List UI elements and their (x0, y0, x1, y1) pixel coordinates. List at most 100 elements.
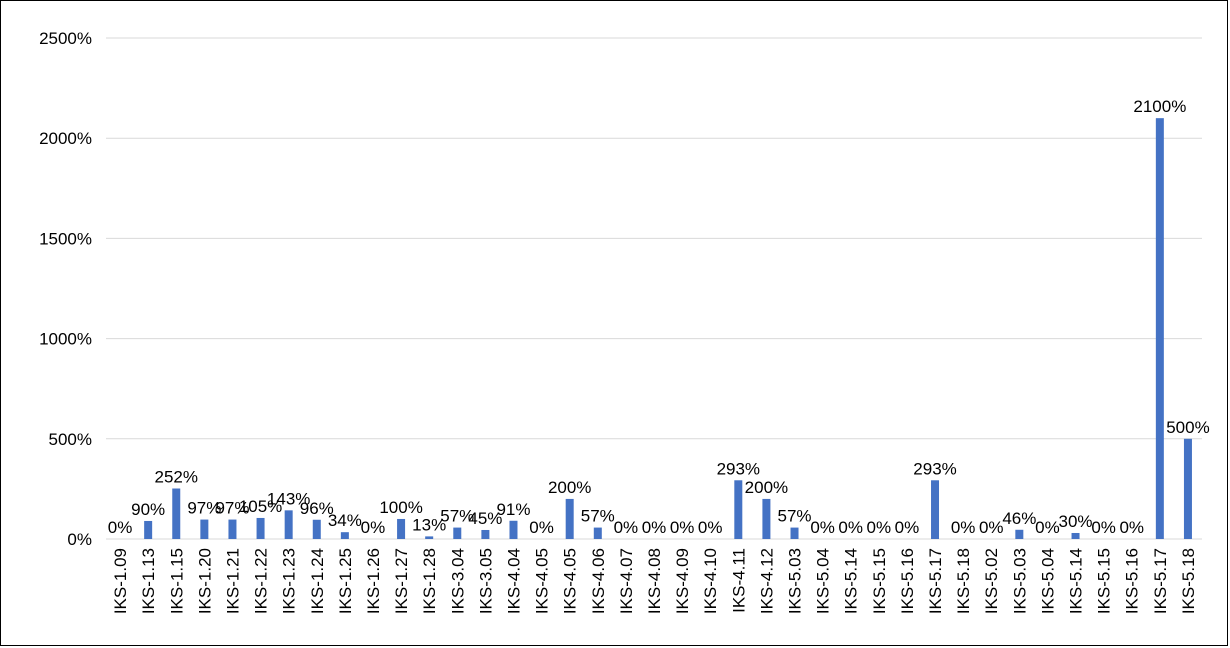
bar (200, 519, 209, 539)
data-label: 0% (529, 518, 554, 537)
data-label: 0% (979, 518, 1004, 537)
category-label: IKS-4.12 (757, 548, 776, 614)
bar (340, 532, 349, 539)
data-label: 0% (698, 518, 723, 537)
data-label: 30% (1059, 512, 1093, 531)
data-label: 97% (187, 499, 221, 518)
category-label: IKS-5.04 (1038, 548, 1057, 614)
category-label: IKS-4.10 (701, 548, 720, 614)
category-label: IKS-5.15 (870, 548, 889, 614)
category-label: IKS-5.16 (1123, 548, 1142, 614)
data-label: 293% (913, 459, 956, 478)
category-label: IKS-5.16 (898, 548, 917, 614)
bar (734, 480, 743, 539)
bar (397, 518, 406, 539)
category-label: IKS-5.02 (982, 548, 1001, 614)
category-label: IKS-1.26 (364, 548, 383, 614)
data-label: 143% (267, 489, 310, 508)
data-label: 13% (412, 515, 446, 534)
bar (1155, 118, 1164, 539)
bar (509, 520, 518, 539)
category-label: IKS-5.15 (1095, 548, 1114, 614)
category-label: IKS-4.05 (561, 548, 580, 614)
category-label: IKS-1.25 (336, 548, 355, 614)
data-label: 0% (895, 518, 920, 537)
data-label: 0% (361, 518, 386, 537)
bar (931, 480, 940, 539)
data-label: 200% (548, 478, 591, 497)
data-label: 2100% (1133, 97, 1186, 116)
y-tick-label: 1000% (39, 330, 92, 349)
data-label: 90% (131, 500, 165, 519)
bar (790, 527, 799, 539)
bar (1071, 532, 1080, 539)
category-label: IKS-4.04 (504, 548, 523, 614)
category-label: IKS-3.05 (476, 548, 495, 614)
category-label: IKS-1.21 (223, 548, 242, 614)
data-label: 57% (440, 507, 474, 526)
data-label: 34% (328, 511, 362, 530)
data-label: 200% (745, 478, 788, 497)
category-label: IKS-5.17 (1151, 548, 1170, 614)
bar (565, 498, 574, 539)
data-label: 96% (300, 499, 334, 518)
data-label: 100% (379, 498, 422, 517)
bar (256, 517, 265, 539)
data-label: 57% (777, 507, 811, 526)
category-label: IKS-5.17 (926, 548, 945, 614)
category-label: IKS-5.14 (1067, 548, 1086, 614)
bar (228, 519, 237, 539)
data-label: 0% (1035, 518, 1060, 537)
data-label: 293% (717, 459, 760, 478)
category-label: IKS-4.09 (673, 548, 692, 614)
data-label: 45% (468, 509, 502, 528)
category-label: IKS-1.09 (111, 548, 130, 614)
data-label: 0% (614, 518, 639, 537)
category-label: IKS-5.18 (1179, 548, 1198, 614)
data-label: 0% (867, 518, 892, 537)
category-label: IKS-1.27 (392, 548, 411, 614)
category-label: IKS-5.03 (1010, 548, 1029, 614)
data-label: 0% (838, 518, 863, 537)
bar (425, 536, 434, 539)
category-label: IKS-1.24 (308, 548, 327, 614)
data-label: 0% (642, 518, 667, 537)
category-label: IKS-1.22 (252, 548, 271, 614)
data-label: 0% (108, 518, 133, 537)
category-label: IKS-1.15 (167, 548, 186, 614)
data-label: 0% (670, 518, 695, 537)
data-label: 0% (1119, 518, 1144, 537)
data-label: 97% (215, 499, 249, 518)
bar (312, 519, 321, 539)
category-label: IKS-4.11 (729, 548, 748, 613)
category-label: IKS-4.05 (533, 548, 552, 614)
bar (762, 498, 771, 539)
data-label: 57% (581, 507, 615, 526)
data-label: 500% (1166, 418, 1209, 437)
bar (172, 488, 181, 539)
data-label: 0% (1091, 518, 1116, 537)
y-tick-label: 0% (67, 530, 92, 549)
bar (453, 527, 462, 539)
category-label: IKS-5.03 (786, 548, 805, 614)
y-tick-label: 2500% (39, 29, 92, 48)
category-label: IKS-4.08 (645, 548, 664, 614)
category-label: IKS-1.23 (280, 548, 299, 614)
bar (1015, 529, 1024, 539)
category-label: IKS-5.18 (954, 548, 973, 614)
y-tick-label: 1500% (39, 229, 92, 248)
bar (284, 510, 293, 539)
category-label: IKS-4.06 (589, 548, 608, 614)
bar (144, 520, 153, 539)
category-label: IKS-1.13 (139, 548, 158, 614)
category-label: IKS-5.14 (842, 548, 861, 614)
data-label: 105% (239, 497, 282, 516)
data-label: 0% (810, 518, 835, 537)
category-label: IKS-1.20 (195, 548, 214, 614)
category-label: IKS-5.04 (814, 548, 833, 614)
category-label: IKS-3.04 (448, 548, 467, 614)
y-tick-label: 500% (49, 430, 92, 449)
data-label: 91% (496, 500, 530, 519)
category-label: IKS-4.07 (617, 548, 636, 614)
